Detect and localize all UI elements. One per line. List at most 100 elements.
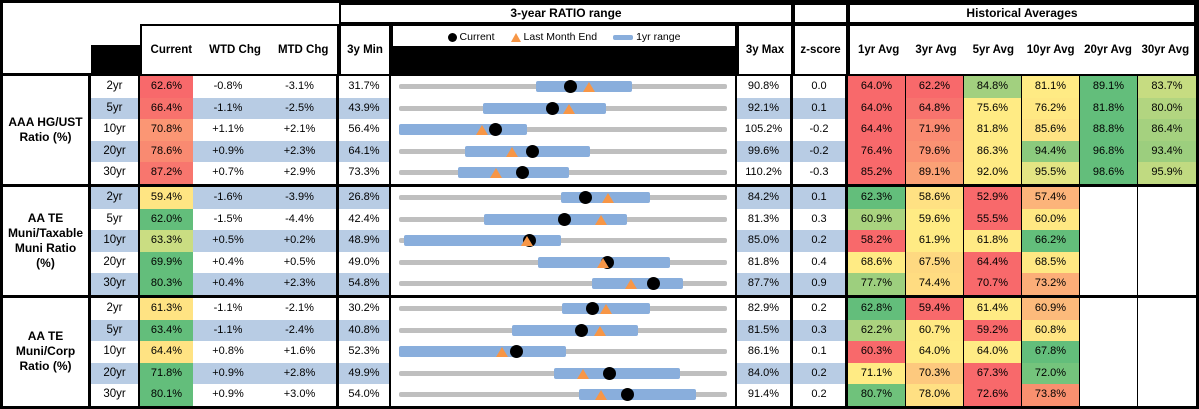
zscore-column-header: z-score bbox=[793, 24, 848, 76]
avg-cell: 89.1% bbox=[1080, 76, 1138, 98]
avg-cell bbox=[1080, 319, 1138, 342]
avg-cell bbox=[1138, 230, 1196, 252]
avg-cell bbox=[1080, 362, 1138, 385]
avg-cell bbox=[1080, 297, 1138, 320]
last-month-marker bbox=[599, 303, 612, 314]
1yr-range-bar bbox=[457, 167, 570, 179]
tenor-group: AA TE Muni/Corp Ratio (%) 2yr 61.3% -1.1% -2.1… bbox=[3, 297, 1196, 406]
avg-cell: 96.8% bbox=[1080, 140, 1138, 163]
tenor-cell: 2yr bbox=[91, 297, 140, 320]
mtd-chg-cell: +2.3% bbox=[263, 140, 339, 163]
zscore-cell: 0.3 bbox=[793, 319, 848, 342]
range-chart bbox=[391, 162, 737, 184]
legend-black-bar bbox=[393, 46, 735, 74]
current-cell: 71.8% bbox=[140, 362, 193, 385]
avg-cell: 64.8% bbox=[906, 97, 964, 120]
avg-cell: 79.6% bbox=[906, 140, 964, 163]
tenor-cell: 2yr bbox=[91, 186, 140, 209]
avg-cell: 60.3% bbox=[848, 341, 906, 363]
avg-cell bbox=[1138, 341, 1196, 363]
tenor-cell: 20yr bbox=[91, 251, 140, 274]
zscore-cell: 0.2 bbox=[793, 297, 848, 320]
avg-cell bbox=[1138, 208, 1196, 231]
avg-cell: 55.5% bbox=[964, 208, 1022, 231]
wtd-chg-cell: -1.6% bbox=[193, 186, 263, 209]
current-cell: 69.9% bbox=[140, 251, 193, 274]
avg-cell: 68.6% bbox=[848, 251, 906, 274]
avg-cell: 75.6% bbox=[964, 97, 1022, 120]
current-marker bbox=[509, 345, 523, 359]
avg-cell: 81.1% bbox=[1022, 76, 1080, 98]
avg-cell bbox=[1138, 362, 1196, 385]
last-month-marker bbox=[495, 347, 508, 358]
mtd-chg-cell: -2.4% bbox=[263, 319, 339, 342]
range-chart bbox=[391, 341, 737, 363]
wtd-chg-cell: -1.1% bbox=[193, 319, 263, 342]
avg-cell: 60.0% bbox=[1022, 208, 1080, 231]
current-cell: 63.4% bbox=[140, 319, 193, 342]
current-cell: 63.3% bbox=[140, 230, 193, 252]
avg-cell: 80.0% bbox=[1138, 97, 1196, 120]
1yr-range-bar bbox=[403, 235, 562, 247]
avg-cell: 59.4% bbox=[906, 297, 964, 320]
zscore-cell: -0.2 bbox=[793, 119, 848, 141]
3y-min-cell: 49.9% bbox=[339, 362, 391, 385]
tenor-cell: 20yr bbox=[91, 362, 140, 385]
tenor-group: AA TE Muni/Taxable Muni Ratio (%) 2yr 59.4% -1… bbox=[3, 186, 1196, 298]
3y-range-track bbox=[399, 127, 727, 133]
avg-cell: 78.0% bbox=[906, 384, 964, 406]
tenor-group: AAA HG/UST Ratio (%) 2yr 62.6% -0.8% -3.1% 31.… bbox=[3, 76, 1196, 187]
3y-range-track bbox=[399, 238, 727, 244]
tenor-cell: 30yr bbox=[91, 273, 140, 295]
current-marker bbox=[621, 388, 635, 402]
avg-cell: 68.5% bbox=[1022, 251, 1080, 274]
3y-min-cell: 43.9% bbox=[339, 97, 391, 120]
table-row: 2yr 62.6% -0.8% -3.1% 31.7% 90.8% 0.0 64.0% 62.2… bbox=[91, 76, 1196, 98]
avg-cell: 62.2% bbox=[848, 319, 906, 342]
avg-cell bbox=[1080, 208, 1138, 231]
3y-max-cell: 84.2% bbox=[737, 186, 793, 209]
avg-cell: 81.8% bbox=[1080, 97, 1138, 120]
avg-cell: 95.9% bbox=[1138, 162, 1196, 184]
avg-cell: 94.4% bbox=[1022, 140, 1080, 163]
avg-cell: 64.4% bbox=[964, 251, 1022, 274]
avg-cell bbox=[1080, 341, 1138, 363]
current-cell: 62.0% bbox=[140, 208, 193, 231]
avg-cell: 59.2% bbox=[964, 319, 1022, 342]
avg-cell: 70.7% bbox=[964, 273, 1022, 295]
zscore-cell: 0.2 bbox=[793, 362, 848, 385]
last-month-marker bbox=[625, 279, 638, 290]
3y-max-cell: 105.2% bbox=[737, 119, 793, 141]
tenor-cell: 10yr bbox=[91, 119, 140, 141]
avg-cell: 72.0% bbox=[1022, 362, 1080, 385]
avg-cell: 86.3% bbox=[964, 140, 1022, 163]
3y-min-cell: 54.0% bbox=[339, 384, 391, 406]
avg-cell bbox=[1138, 319, 1196, 342]
avg-cell: 61.8% bbox=[964, 230, 1022, 252]
3y-max-cell: 82.9% bbox=[737, 297, 793, 320]
header-black-cell bbox=[91, 45, 140, 76]
group-label: AA TE Muni/Corp Ratio (%) bbox=[3, 297, 91, 406]
avg-cell: 66.2% bbox=[1022, 230, 1080, 252]
current-cell: 61.3% bbox=[140, 297, 193, 320]
3y-max-cell: 99.6% bbox=[737, 140, 793, 163]
3y-max-cell: 84.0% bbox=[737, 362, 793, 385]
tenor-cell: 5yr bbox=[91, 97, 140, 120]
wtd-chg-cell: +0.9% bbox=[193, 384, 263, 406]
3y-min-cell: 26.8% bbox=[339, 186, 391, 209]
last-month-marker bbox=[597, 257, 610, 268]
range-chart bbox=[391, 97, 737, 120]
3y-max-cell: 81.8% bbox=[737, 251, 793, 274]
wtd-chg-cell: +1.1% bbox=[193, 119, 263, 141]
3y-max-cell: 85.0% bbox=[737, 230, 793, 252]
wtd-chg-cell: -1.5% bbox=[193, 208, 263, 231]
range-chart bbox=[391, 186, 737, 209]
wtd-chg-cell: -1.1% bbox=[193, 297, 263, 320]
3y-min-cell: 48.9% bbox=[339, 230, 391, 252]
3y-range-track bbox=[399, 281, 727, 287]
avg-cell: 62.8% bbox=[848, 297, 906, 320]
3y-min-column-header: 3y Min bbox=[339, 24, 391, 76]
last-month-marker bbox=[601, 192, 614, 203]
legend-current: Current bbox=[447, 31, 495, 43]
avg-cell: 86.4% bbox=[1138, 119, 1196, 141]
